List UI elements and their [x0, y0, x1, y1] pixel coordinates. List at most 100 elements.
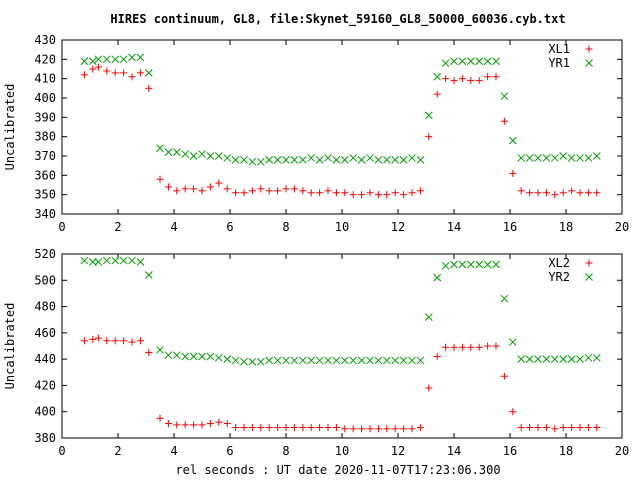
point-xl1 [349, 191, 357, 199]
upper-x-tick-label: 16 [503, 220, 517, 234]
point-yr2 [441, 261, 450, 270]
legend-label-yr2: YR2 [548, 270, 570, 284]
point-yr2 [282, 356, 290, 365]
point-xl1 [265, 187, 273, 195]
point-yr1 [382, 156, 391, 164]
point-yr1 [424, 111, 433, 120]
point-yr2 [214, 353, 223, 362]
point-yr2 [508, 338, 517, 346]
point-xl2 [568, 423, 576, 431]
point-yr1 [324, 154, 332, 162]
point-xl2 [128, 338, 136, 346]
point-xl1 [341, 189, 349, 197]
point-yr2 [492, 260, 500, 269]
point-xl2 [156, 414, 164, 422]
point-xl1 [232, 189, 240, 197]
upper-y-tick-label: 390 [34, 110, 56, 124]
point-yr2 [273, 356, 282, 365]
point-yr1 [181, 150, 190, 158]
point-xl2 [332, 423, 340, 431]
point-yr2 [111, 256, 120, 265]
point-xl1 [173, 187, 181, 195]
point-yr1 [475, 57, 484, 66]
point-yr2 [592, 353, 601, 362]
point-yr1 [542, 154, 551, 162]
point-yr1 [366, 154, 374, 162]
point-xl2 [416, 423, 424, 431]
point-xl1 [248, 187, 256, 195]
point-xl2 [534, 423, 542, 431]
legend-marker-xl1 [585, 45, 593, 53]
point-yr2 [483, 260, 492, 269]
upper-y-tick-label: 360 [34, 168, 56, 182]
point-yr2 [88, 258, 97, 266]
point-xl1 [89, 65, 97, 73]
upper-y-tick-label: 380 [34, 130, 56, 144]
lower-y-tick-label: 460 [34, 326, 56, 340]
legend-marker-xl2 [585, 259, 593, 267]
point-xl2 [282, 423, 290, 431]
upper-y-tick-label: 420 [34, 52, 56, 66]
point-xl1 [198, 187, 206, 195]
point-yr2 [433, 273, 442, 282]
point-yr2 [567, 355, 576, 363]
point-xl1 [442, 75, 450, 83]
point-yr2 [181, 352, 190, 361]
point-xl1 [156, 175, 164, 183]
lower-x-tick-label: 4 [170, 444, 177, 458]
point-xl2 [145, 349, 153, 357]
lower-panel: Uncalibrated 0 2 4 6 8 10 12 14 16 18 20 380 400 420 4… [3, 247, 629, 458]
point-yr1 [391, 156, 400, 164]
point-yr1 [508, 136, 517, 145]
point-xl1 [374, 191, 382, 199]
point-xl2 [500, 372, 508, 380]
point-yr1 [88, 57, 97, 66]
point-yr1 [307, 154, 316, 162]
point-yr1 [592, 152, 601, 160]
point-xl2 [442, 343, 450, 351]
point-xl2 [136, 337, 144, 345]
point-yr2 [534, 355, 542, 363]
point-xl1 [181, 185, 189, 193]
point-yr2 [475, 260, 484, 269]
point-yr1 [441, 59, 450, 68]
point-xl1 [94, 63, 102, 71]
point-xl2 [593, 423, 601, 431]
point-xl1 [383, 191, 391, 199]
point-xl1 [568, 187, 576, 195]
upper-panel: Uncalibrated 0 2 4 6 8 10 12 14 16 18 20 340 350 360 3… [3, 33, 629, 234]
point-xl1 [103, 67, 111, 75]
point-xl2 [391, 425, 399, 433]
point-xl2 [215, 418, 223, 426]
point-yr1 [374, 156, 383, 164]
point-yr1 [559, 152, 568, 160]
point-yr1 [189, 152, 198, 160]
point-yr1 [111, 55, 120, 64]
point-xl1 [526, 189, 534, 197]
point-yr1 [534, 154, 542, 162]
upper-y-tick-label: 430 [34, 33, 56, 47]
point-xl2 [484, 342, 492, 350]
point-xl1 [416, 187, 424, 195]
point-xl2 [366, 425, 374, 433]
point-xl1 [274, 187, 282, 195]
point-xl2 [94, 334, 102, 342]
point-yr2 [102, 256, 111, 265]
upper-plot-frame [61, 39, 623, 215]
point-xl2 [341, 425, 349, 433]
point-yr1 [214, 152, 223, 160]
point-xl1 [282, 185, 290, 193]
point-yr2 [80, 256, 89, 265]
point-xl2 [526, 423, 534, 431]
point-yr2 [290, 356, 299, 365]
point-yr1 [256, 157, 265, 166]
point-xl1 [206, 183, 214, 191]
point-xl1 [408, 189, 416, 197]
point-yr1 [584, 154, 593, 162]
lower-y-tick-label: 520 [34, 247, 56, 261]
point-yr2 [240, 357, 248, 366]
upper-x-tick-label: 4 [170, 220, 177, 234]
point-yr2 [500, 294, 509, 303]
point-yr1 [550, 154, 559, 162]
point-xl2 [257, 423, 265, 431]
